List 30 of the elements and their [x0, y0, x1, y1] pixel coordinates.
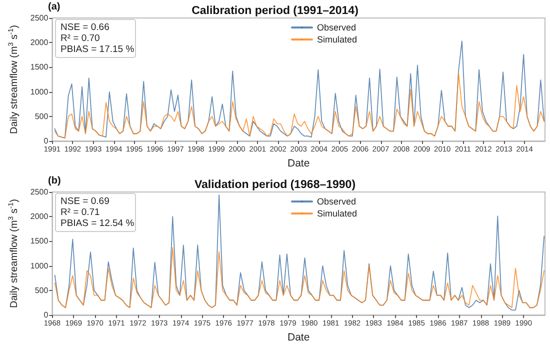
- y-tick-label: 2500: [30, 188, 49, 196]
- annotation: NSE = 0.69: [60, 196, 110, 207]
- line-series: [54, 72, 545, 138]
- y-tick-label: 1000: [30, 87, 49, 96]
- annotation: R² = 0.70: [60, 33, 100, 44]
- y-tick-label: 1500: [30, 62, 49, 72]
- y-tick-label: 1500: [30, 236, 49, 246]
- text: (a): [48, 2, 60, 12]
- text: (b): [48, 176, 61, 186]
- x-axis-title: Date: [288, 158, 310, 170]
- annotation: NSE = 0.66: [60, 22, 110, 33]
- chart-title: Calibration period (1991–2014): [192, 5, 359, 17]
- legend-label: Simulated: [317, 34, 358, 44]
- y-tick-label: 2000: [30, 38, 49, 48]
- y-tick-label: 0: [44, 136, 49, 146]
- legend-label: Observed: [317, 22, 356, 32]
- x-axis-title: Date: [288, 332, 310, 344]
- annotation: PBIAS = 17.15 %: [60, 44, 135, 55]
- legend-label: Observed: [317, 196, 356, 206]
- chart-title: Validation period (1968–1990): [194, 179, 356, 191]
- annotation: PBIAS = 12.54 %: [60, 218, 135, 229]
- y-tick-label: 500: [34, 286, 49, 295]
- annotation: R² = 0.71: [60, 207, 100, 218]
- y-tick-label: 2000: [30, 212, 49, 222]
- y-tick-label: 2500: [30, 14, 49, 22]
- y-tick-label: 0: [44, 310, 49, 320]
- y-tick-label: 1000: [30, 261, 49, 270]
- legend-label: Simulated: [317, 208, 358, 218]
- y-tick-label: 500: [34, 112, 49, 121]
- line-series: [54, 247, 545, 308]
